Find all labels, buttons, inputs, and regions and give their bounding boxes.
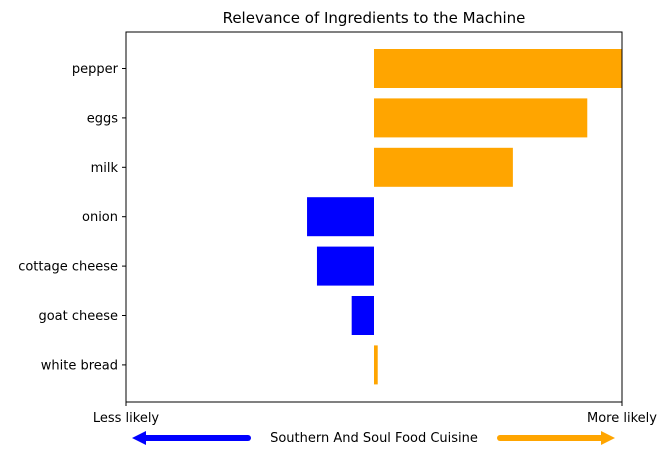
y-tick-label-pepper: pepper [72,62,119,77]
bar-eggs [374,98,588,138]
bar-pepper [374,49,622,88]
plot-frame [125,31,623,403]
y-tick-label-eggs: eggs [87,111,119,126]
y-tick-labels: pepper eggs milk onion cottage cheese goat ch… [18,62,118,373]
y-tick-label-cottage-cheese: cottage cheese [18,260,118,275]
y-tick-label-milk: milk [91,161,119,176]
bar-milk [374,147,513,187]
y-tick-label-goat-cheese: goat cheese [38,309,118,324]
bar-white-bread [374,345,378,385]
left-arrow [132,431,251,445]
right-arrow-head [601,431,615,445]
y-tick-marks [122,68,126,366]
bar-goat-cheese [351,296,374,335]
left-arrow-head [132,431,146,445]
bar-onion [307,197,374,237]
bars-group [307,49,622,385]
y-tick-label-onion: onion [82,210,118,225]
y-tick-label-white-bread: white bread [41,358,118,373]
x-tick-label-more-likely: More likely [587,411,657,426]
chart-title: Relevance of Ingredients to the Machine [223,9,526,27]
bar-cottage-cheese [316,246,374,286]
right-arrow [497,431,615,445]
x-tick-label-less-likely: Less likely [93,411,160,426]
bottom-label: Southern And Soul Food Cuisine [270,431,478,446]
